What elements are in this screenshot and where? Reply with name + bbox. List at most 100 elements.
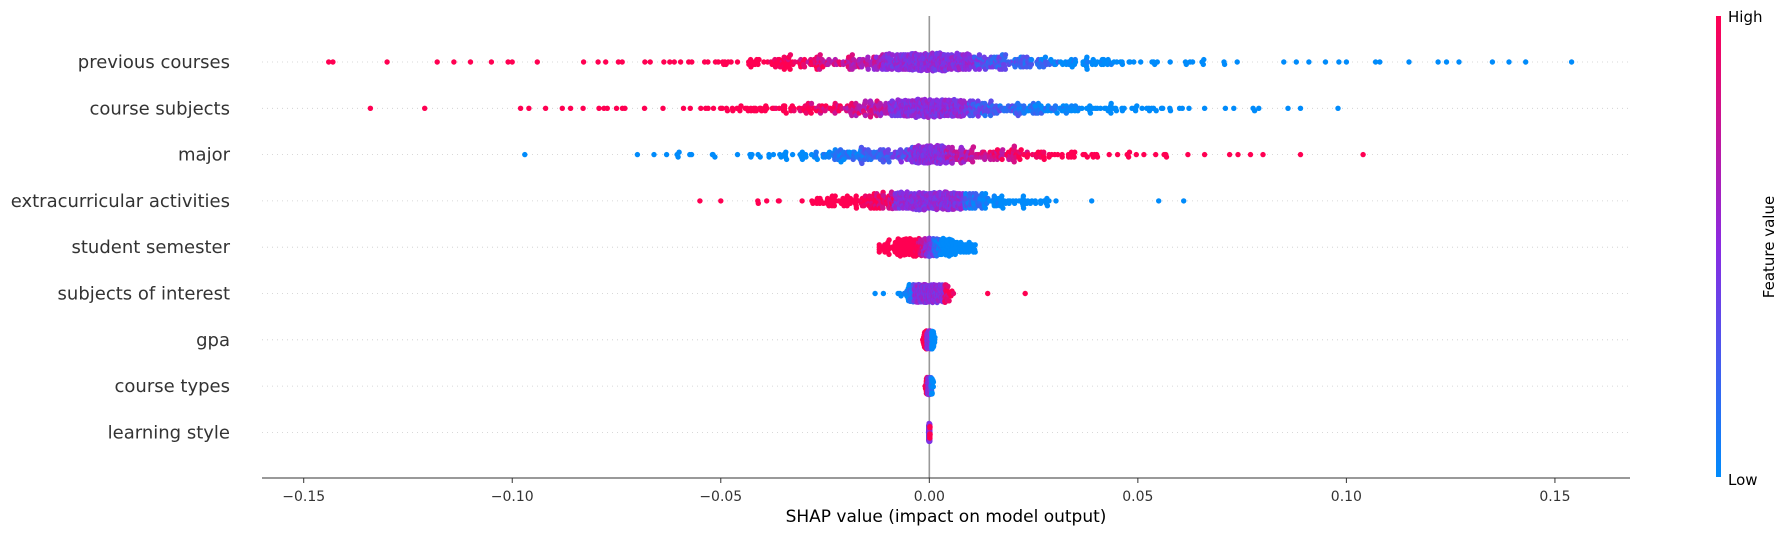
shap-point — [467, 59, 474, 65]
shap-point — [776, 105, 782, 112]
shap-point — [817, 52, 823, 58]
shap-point — [1087, 110, 1094, 116]
shap-point — [946, 298, 952, 304]
shap-point — [1186, 105, 1192, 112]
shap-point — [1011, 159, 1017, 165]
shap-point — [1297, 151, 1304, 158]
shap-point — [677, 59, 684, 65]
shap-point — [859, 160, 865, 167]
shap-point — [509, 59, 515, 65]
shap-point — [945, 283, 951, 289]
shap-point — [972, 205, 978, 211]
shap-point — [619, 59, 625, 65]
shap-point — [1251, 108, 1258, 114]
shap-point — [761, 59, 767, 65]
x-tick-label: 0.05 — [1122, 489, 1153, 505]
shap-point — [782, 103, 788, 109]
shap-point — [1114, 151, 1121, 158]
shap-point — [1004, 108, 1010, 114]
shap-point — [783, 156, 790, 163]
shap-point — [1084, 54, 1090, 60]
shap-point — [799, 198, 805, 204]
shap-point — [1235, 151, 1241, 158]
shap-point — [1071, 154, 1077, 160]
shap-point — [1343, 59, 1350, 65]
shap-point — [367, 105, 374, 112]
shap-point — [787, 66, 793, 72]
shap-point — [534, 59, 540, 65]
shap-point — [1028, 56, 1035, 63]
x-tick-label: 0.10 — [1331, 489, 1362, 505]
shap-point — [615, 59, 622, 65]
shap-point — [603, 59, 609, 65]
shap-point — [698, 105, 704, 112]
shap-point — [949, 160, 955, 166]
shap-point — [898, 159, 904, 165]
shap-point — [832, 193, 838, 199]
shap-point — [675, 154, 681, 160]
shap-point — [1114, 59, 1120, 65]
shap-point — [764, 105, 770, 112]
shap-point — [755, 61, 761, 68]
shap-point — [813, 149, 819, 155]
shap-point — [1167, 59, 1173, 65]
shap-point — [885, 147, 891, 153]
shap-point — [1335, 105, 1341, 112]
shap-point — [1072, 149, 1078, 155]
shap-point — [1231, 105, 1237, 112]
shap-point — [822, 108, 828, 114]
shap-point — [872, 290, 878, 297]
x-tick-label: −0.10 — [491, 489, 534, 505]
shap-point — [712, 154, 718, 160]
shap-point — [710, 105, 717, 112]
shap-point — [1108, 100, 1114, 107]
shap-point — [1372, 59, 1379, 65]
shap-point — [1119, 61, 1126, 68]
shap-point — [1221, 61, 1228, 68]
shap-point — [730, 108, 736, 114]
x-tick-label: −0.05 — [699, 489, 742, 505]
shap-point — [542, 105, 549, 112]
feature-label: extracurricular activities — [11, 191, 230, 212]
shap-point — [757, 154, 763, 160]
feature-labels: previous courses course subjects major extr… — [11, 52, 231, 443]
shap-point — [886, 251, 892, 258]
shap-point — [880, 205, 886, 211]
shap-point — [814, 156, 820, 163]
shap-point — [580, 105, 586, 112]
shap-point — [876, 249, 882, 255]
shap-point — [988, 98, 994, 104]
feature-label: learning style — [108, 422, 230, 443]
shap-point — [1256, 105, 1262, 112]
shap-point — [451, 59, 457, 65]
shap-point — [687, 105, 693, 112]
shap-point — [787, 52, 794, 58]
shap-point — [865, 54, 871, 60]
shap-point — [1189, 59, 1196, 65]
feature-label: major — [178, 145, 231, 166]
shap-point — [985, 290, 991, 297]
shap-point — [1285, 105, 1291, 112]
colorbar: High Low Feature value — [1716, 8, 1778, 489]
shap-point — [867, 114, 874, 120]
shap-point — [1139, 105, 1145, 112]
shap-point — [1002, 66, 1008, 72]
shap-point — [1247, 151, 1254, 158]
shap-point — [1153, 108, 1159, 114]
shap-point — [671, 59, 677, 65]
shap-point — [1085, 59, 1091, 65]
shap-point — [1134, 103, 1140, 109]
shap-point — [1443, 59, 1450, 65]
shap-point — [1181, 198, 1187, 204]
shap-point — [976, 52, 983, 58]
shap-point — [1226, 151, 1233, 158]
shap-point — [1044, 203, 1051, 209]
shap-point — [1089, 198, 1095, 204]
shap-point — [738, 103, 744, 109]
shap-point — [1028, 61, 1035, 68]
shap-point — [1435, 59, 1441, 65]
shap-point — [1084, 154, 1091, 160]
shap-point — [972, 249, 978, 255]
shap-point — [1306, 59, 1312, 65]
